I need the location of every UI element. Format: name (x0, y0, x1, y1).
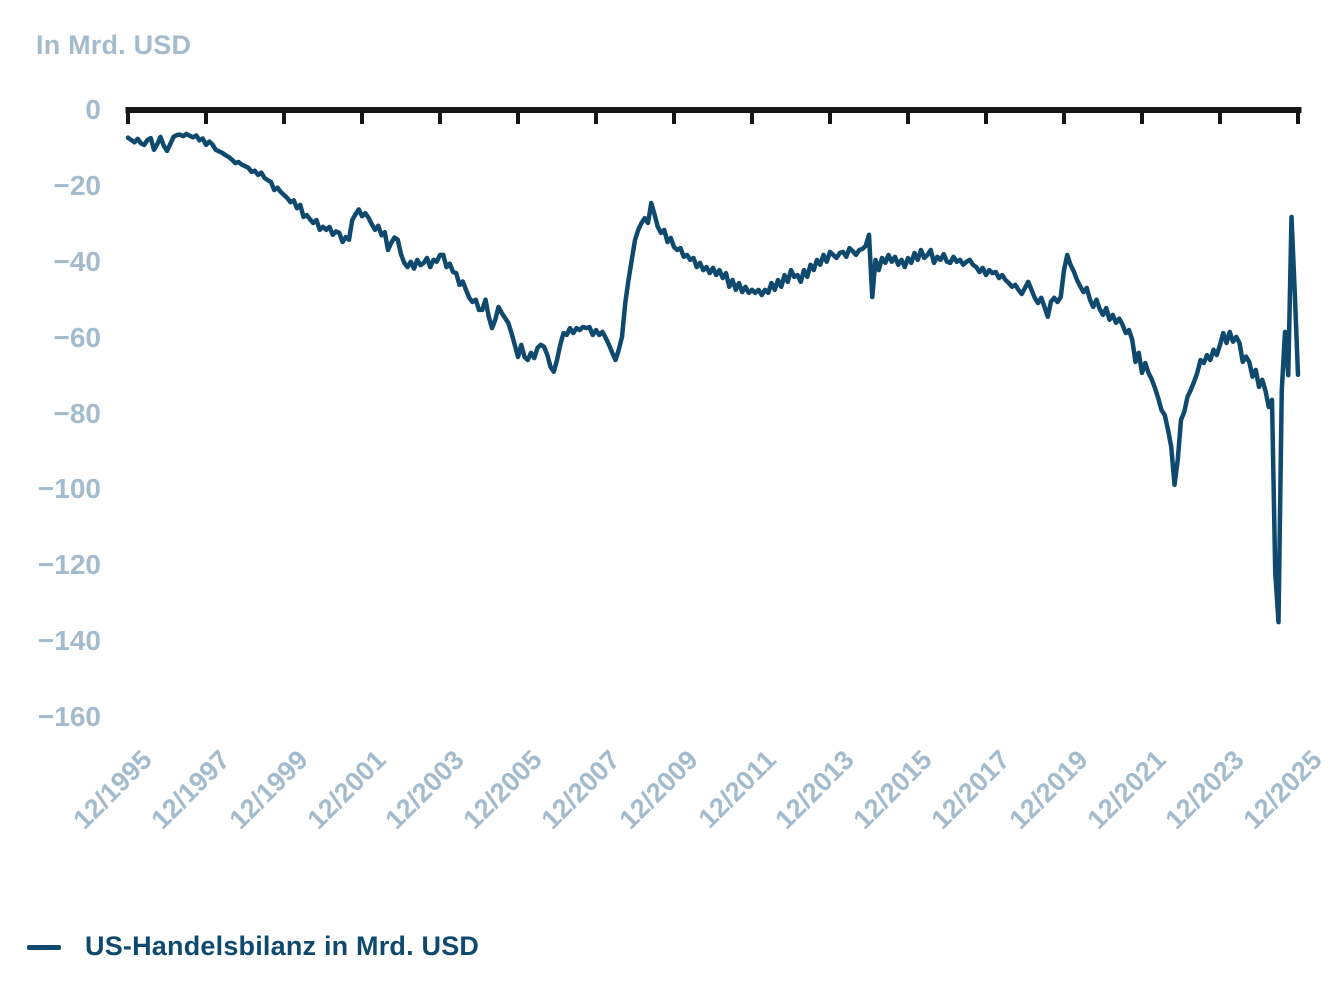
y-axis-tick-label: −80 (53, 397, 102, 429)
axis-tick (672, 110, 676, 124)
y-axis-tick-label: −160 (37, 701, 101, 732)
axis-tick (516, 110, 520, 124)
legend-line-swatch (27, 944, 61, 950)
legend: US-Handelsbilanz in Mrd. USD (27, 926, 479, 966)
trade-balance-line (125, 131, 1301, 625)
axis-tick (126, 110, 130, 124)
axis-tick (1296, 110, 1300, 124)
axis-tick (282, 110, 286, 124)
axis-tick (360, 110, 364, 124)
axis-tick (594, 110, 598, 124)
axis-tick (750, 110, 754, 124)
axis-tick (204, 110, 208, 124)
axis-tick (1062, 110, 1066, 124)
legend-label: US-Handelsbilanz in Mrd. USD (85, 930, 480, 961)
y-axis-tick-label: −60 (53, 321, 102, 353)
y-axis-tick-label: −140 (37, 625, 101, 657)
y-axis-tick-label: −100 (37, 473, 101, 505)
y-axis-tick-label: 0 (85, 94, 101, 125)
y-axis-tick-label: −40 (53, 245, 102, 277)
chart-title: In Mrd. USD (36, 30, 192, 60)
axis-tick (1140, 110, 1144, 124)
axis-tick (906, 110, 910, 124)
axis-tick (828, 110, 832, 124)
y-axis-tick-label: −120 (37, 549, 101, 581)
axis-tick (438, 110, 442, 124)
axis-tick (1218, 110, 1222, 124)
axis-tick (984, 110, 988, 124)
y-axis-tick-label: −20 (53, 169, 102, 201)
